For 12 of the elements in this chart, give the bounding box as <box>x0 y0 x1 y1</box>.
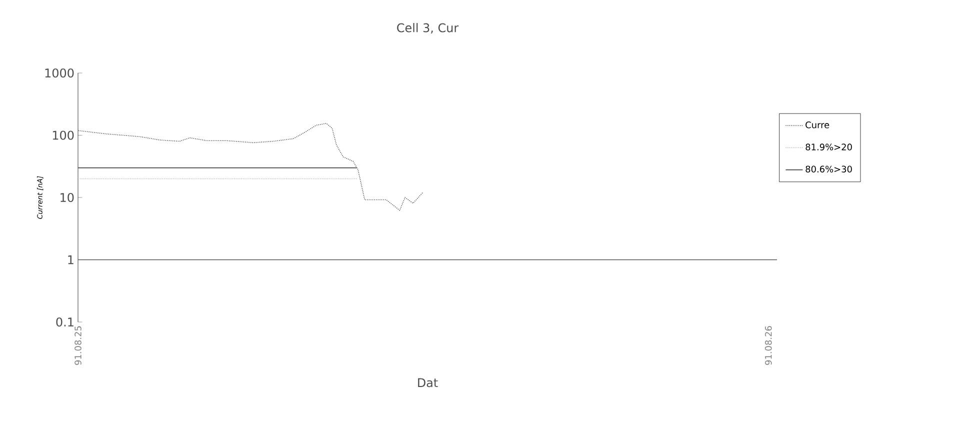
legend-label: 81.9%>20 <box>806 144 852 150</box>
y-tick-label: 0.1 <box>56 317 74 327</box>
y-tick-label: 1000 <box>45 68 74 78</box>
legend-label: 80.6%>30 <box>806 166 852 172</box>
legend-label: Curre <box>806 122 830 128</box>
y-tick-label: 1 <box>68 255 74 264</box>
x-tick-label: 91.08.25 <box>74 326 82 365</box>
y-tick-label: 100 <box>52 130 74 140</box>
x-axis-title: Dat <box>418 378 438 388</box>
x-tick-label: 91.08.26 <box>764 326 772 365</box>
y-tick-label: 10 <box>60 192 74 202</box>
chart-title: Cell 3, Cur <box>397 23 459 34</box>
